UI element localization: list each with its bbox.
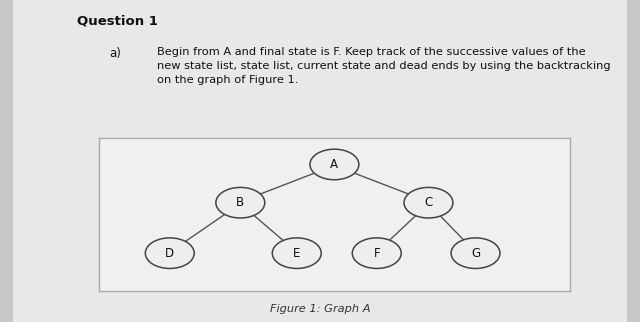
Text: a): a) bbox=[109, 47, 121, 60]
Ellipse shape bbox=[272, 238, 321, 269]
Text: A: A bbox=[330, 158, 339, 171]
Text: Question 1: Question 1 bbox=[77, 14, 157, 27]
Text: B: B bbox=[236, 196, 244, 209]
Ellipse shape bbox=[145, 238, 194, 269]
Text: F: F bbox=[373, 247, 380, 260]
Text: D: D bbox=[165, 247, 174, 260]
Text: Begin from A and final state is F. Keep track of the successive values of the
ne: Begin from A and final state is F. Keep … bbox=[157, 47, 611, 85]
Ellipse shape bbox=[310, 149, 359, 180]
Text: G: G bbox=[471, 247, 480, 260]
Ellipse shape bbox=[451, 238, 500, 269]
Ellipse shape bbox=[404, 187, 453, 218]
Text: C: C bbox=[424, 196, 433, 209]
Ellipse shape bbox=[352, 238, 401, 269]
Ellipse shape bbox=[216, 187, 265, 218]
Text: Figure 1: Graph A: Figure 1: Graph A bbox=[269, 304, 371, 314]
Text: E: E bbox=[293, 247, 300, 260]
